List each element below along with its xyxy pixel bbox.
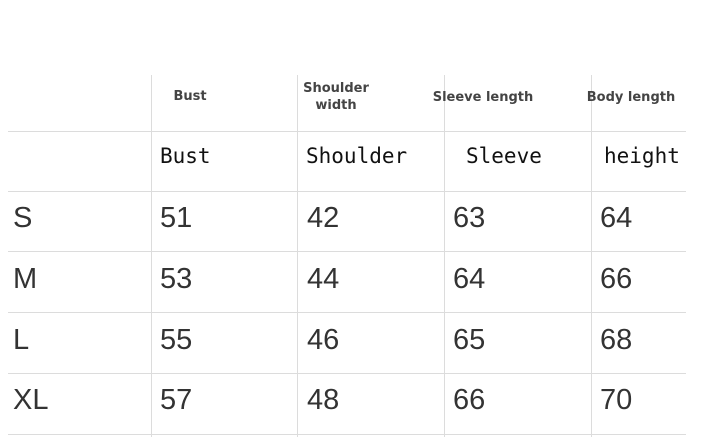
row-divider [8, 251, 686, 252]
length-value: 64 [600, 202, 633, 234]
bust-value: 53 [160, 263, 193, 295]
shoulder-value: 46 [307, 324, 340, 356]
sleeve-value: 65 [453, 324, 486, 356]
header-shoulder-width: Shoulder width [303, 81, 369, 113]
length-value: 66 [600, 263, 633, 295]
length-value: 68 [600, 324, 633, 356]
subheader-height: height [604, 144, 680, 168]
shoulder-value: 42 [307, 202, 340, 234]
shoulder-value: 48 [307, 384, 340, 416]
column-divider [591, 75, 592, 437]
sleeve-value: 63 [453, 202, 486, 234]
size-label: L [13, 324, 30, 356]
size-label: XL [13, 384, 49, 416]
row-divider [8, 373, 686, 374]
length-value: 70 [600, 384, 633, 416]
column-divider [444, 75, 445, 437]
sleeve-value: 64 [453, 263, 486, 295]
header-sleeve-length: Sleeve length [432, 90, 534, 105]
column-divider [151, 75, 152, 437]
row-divider [8, 191, 686, 192]
row-divider [8, 131, 686, 132]
row-divider [8, 312, 686, 313]
bust-value: 55 [160, 324, 193, 356]
bust-value: 57 [160, 384, 193, 416]
subheader-shoulder: Shoulder [306, 144, 408, 168]
header-bust: Bust [173, 89, 207, 104]
subheader-sleeve: Sleeve [466, 144, 542, 168]
column-divider [297, 75, 298, 437]
subheader-bust: Bust [160, 144, 211, 168]
size-label: M [13, 263, 38, 295]
size-label: S [13, 202, 33, 234]
bust-value: 51 [160, 202, 193, 234]
row-divider [8, 434, 686, 435]
header-body-length: Body length [586, 90, 676, 105]
sleeve-value: 66 [453, 384, 486, 416]
shoulder-value: 44 [307, 263, 340, 295]
